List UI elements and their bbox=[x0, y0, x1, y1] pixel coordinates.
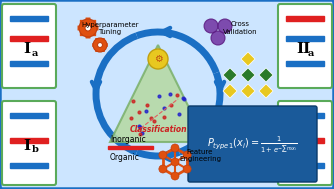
Circle shape bbox=[148, 49, 168, 69]
Polygon shape bbox=[241, 52, 255, 66]
Point bbox=[161, 106, 166, 109]
Polygon shape bbox=[110, 45, 206, 142]
Point bbox=[136, 124, 141, 127]
FancyBboxPatch shape bbox=[278, 101, 332, 185]
FancyBboxPatch shape bbox=[2, 4, 56, 88]
FancyBboxPatch shape bbox=[91, 20, 96, 25]
FancyBboxPatch shape bbox=[101, 38, 105, 42]
Text: II: II bbox=[296, 42, 310, 56]
Text: ⚙: ⚙ bbox=[154, 54, 162, 64]
Text: Organic: Organic bbox=[110, 153, 140, 163]
Circle shape bbox=[218, 19, 232, 33]
Circle shape bbox=[183, 165, 191, 173]
Polygon shape bbox=[223, 68, 237, 82]
Point bbox=[129, 117, 134, 120]
Point bbox=[136, 110, 141, 113]
Circle shape bbox=[211, 31, 225, 45]
Text: Cross
Validation: Cross Validation bbox=[223, 22, 257, 35]
Circle shape bbox=[98, 43, 103, 47]
Text: Classification: Classification bbox=[129, 125, 187, 133]
Point bbox=[138, 125, 143, 128]
Circle shape bbox=[159, 151, 167, 159]
Bar bbox=[10, 61, 48, 66]
Polygon shape bbox=[223, 84, 237, 98]
Text: I: I bbox=[23, 139, 31, 153]
Circle shape bbox=[171, 144, 179, 152]
Bar bbox=[286, 61, 324, 66]
FancyBboxPatch shape bbox=[278, 4, 332, 88]
Circle shape bbox=[171, 158, 179, 166]
Polygon shape bbox=[259, 68, 273, 82]
FancyBboxPatch shape bbox=[101, 48, 105, 52]
Bar bbox=[286, 138, 324, 143]
Circle shape bbox=[204, 19, 218, 33]
Text: Feature
Engineering: Feature Engineering bbox=[179, 149, 221, 161]
FancyBboxPatch shape bbox=[95, 38, 99, 42]
Point bbox=[181, 97, 186, 100]
FancyBboxPatch shape bbox=[92, 43, 96, 47]
Circle shape bbox=[79, 19, 97, 37]
Circle shape bbox=[93, 38, 107, 52]
FancyBboxPatch shape bbox=[86, 18, 91, 22]
Text: $P_{type1}(x_i) = \frac{1}{1+e^{-\sum m_i x_i}}$: $P_{type1}(x_i) = \frac{1}{1+e^{-\sum m_… bbox=[206, 135, 298, 156]
FancyBboxPatch shape bbox=[91, 31, 96, 36]
FancyBboxPatch shape bbox=[94, 26, 99, 30]
Circle shape bbox=[85, 25, 91, 31]
Point bbox=[138, 132, 143, 135]
FancyBboxPatch shape bbox=[80, 31, 85, 36]
Point bbox=[182, 98, 187, 101]
Polygon shape bbox=[241, 68, 255, 82]
FancyBboxPatch shape bbox=[86, 33, 91, 39]
Point bbox=[148, 117, 154, 120]
Polygon shape bbox=[241, 84, 255, 98]
Text: Inorganic: Inorganic bbox=[110, 136, 146, 145]
Circle shape bbox=[159, 165, 167, 173]
Bar bbox=[10, 36, 48, 41]
Text: I: I bbox=[23, 42, 31, 56]
FancyBboxPatch shape bbox=[2, 101, 56, 185]
Bar bbox=[10, 138, 48, 143]
FancyBboxPatch shape bbox=[77, 26, 82, 30]
FancyBboxPatch shape bbox=[80, 20, 85, 25]
Text: b: b bbox=[308, 146, 314, 154]
Point bbox=[152, 120, 157, 123]
Point bbox=[167, 92, 172, 95]
Point bbox=[161, 116, 166, 119]
Point bbox=[176, 113, 181, 116]
Point bbox=[144, 104, 150, 107]
Text: a: a bbox=[308, 49, 314, 57]
Text: a: a bbox=[32, 49, 38, 57]
Bar bbox=[10, 113, 48, 118]
Bar bbox=[286, 113, 324, 118]
Bar bbox=[10, 16, 48, 21]
Bar bbox=[108, 146, 153, 149]
Text: II: II bbox=[296, 139, 310, 153]
Point bbox=[174, 93, 179, 96]
FancyBboxPatch shape bbox=[104, 43, 108, 47]
Bar bbox=[286, 163, 324, 168]
FancyBboxPatch shape bbox=[95, 48, 99, 52]
Point bbox=[157, 95, 162, 98]
Point bbox=[139, 131, 145, 134]
Bar bbox=[286, 36, 324, 41]
Polygon shape bbox=[259, 84, 273, 98]
Text: Hyperparameter
Tuning: Hyperparameter Tuning bbox=[81, 22, 139, 35]
Text: b: b bbox=[31, 146, 38, 154]
Bar bbox=[10, 163, 48, 168]
Circle shape bbox=[183, 151, 191, 159]
Point bbox=[168, 103, 174, 106]
Bar bbox=[286, 16, 324, 21]
Point bbox=[144, 109, 149, 112]
Point bbox=[131, 99, 136, 102]
FancyBboxPatch shape bbox=[188, 106, 317, 182]
Circle shape bbox=[171, 172, 179, 180]
